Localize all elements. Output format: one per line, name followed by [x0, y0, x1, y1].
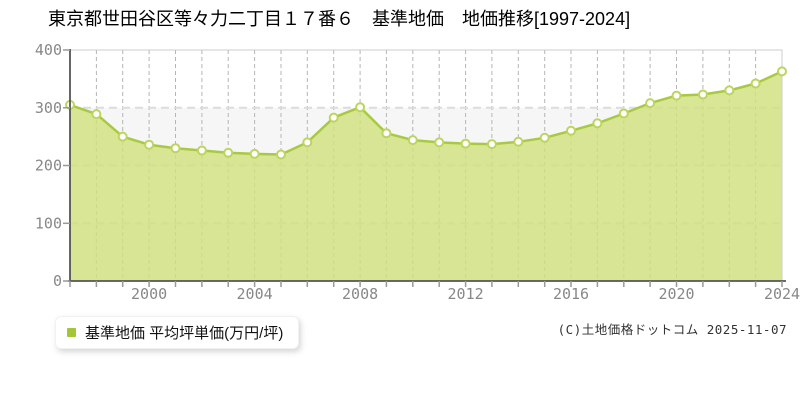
data-point-marker [566, 125, 576, 136]
x-tick-label: 2000 [131, 285, 167, 303]
page-title: 東京都世田谷区等々力二丁目１７番６ 基準地価 地価推移[1997-2024] [48, 9, 631, 29]
x-tick-label: 2024 [764, 285, 800, 303]
y-tick-label: 300 [35, 99, 62, 117]
data-point-marker [434, 137, 445, 148]
copyright-text: (C)土地価格ドットコム 2025-11-07 [557, 322, 787, 337]
data-point-marker [170, 143, 181, 154]
x-tick-label: 2020 [658, 285, 694, 303]
y-tick-label: 200 [35, 157, 62, 175]
data-point-marker [539, 132, 550, 143]
trend-line [69, 70, 783, 156]
data-point-marker [724, 85, 735, 96]
data-point-marker [144, 139, 155, 150]
data-point-marker [223, 147, 234, 158]
x-tick-label: 2012 [448, 285, 484, 303]
data-point-marker [276, 149, 286, 160]
data-point-marker [302, 137, 313, 148]
x-tick-label: 2008 [342, 285, 378, 303]
data-point-marker [381, 128, 392, 139]
data-point-marker [249, 148, 260, 159]
data-point-marker [460, 138, 471, 149]
legend-label: 基準地価 平均坪単価(万円/坪) [85, 325, 284, 342]
data-point-marker [117, 131, 128, 142]
y-tick-label: 0 [53, 272, 62, 290]
data-point-marker [671, 90, 682, 101]
legend: 基準地価 平均坪単価(万円/坪) [55, 316, 300, 349]
data-point-marker [196, 145, 207, 156]
data-point-marker [328, 112, 339, 123]
data-point-marker [91, 109, 102, 120]
data-point-marker [750, 78, 761, 89]
data-point-marker [697, 89, 708, 100]
data-point-marker [513, 136, 524, 147]
data-point-marker [486, 139, 497, 150]
data-point-marker [645, 98, 656, 109]
legend-marker-icon [67, 328, 76, 337]
data-point-marker [592, 118, 603, 129]
y-tick-label: 400 [35, 41, 62, 59]
x-tick-label: 2004 [237, 285, 273, 303]
land-price-trend-chart: 0 100 200 300 400 2000 2004 2008 2012 2016 2020 202… [35, 41, 800, 303]
area-fill [70, 71, 782, 282]
x-tick-label: 2016 [553, 285, 589, 303]
data-point-marker [777, 66, 787, 77]
data-point-marker [618, 108, 629, 119]
data-point-marker [407, 135, 418, 146]
y-tick-label: 100 [35, 214, 62, 232]
data-point-marker [355, 102, 366, 113]
